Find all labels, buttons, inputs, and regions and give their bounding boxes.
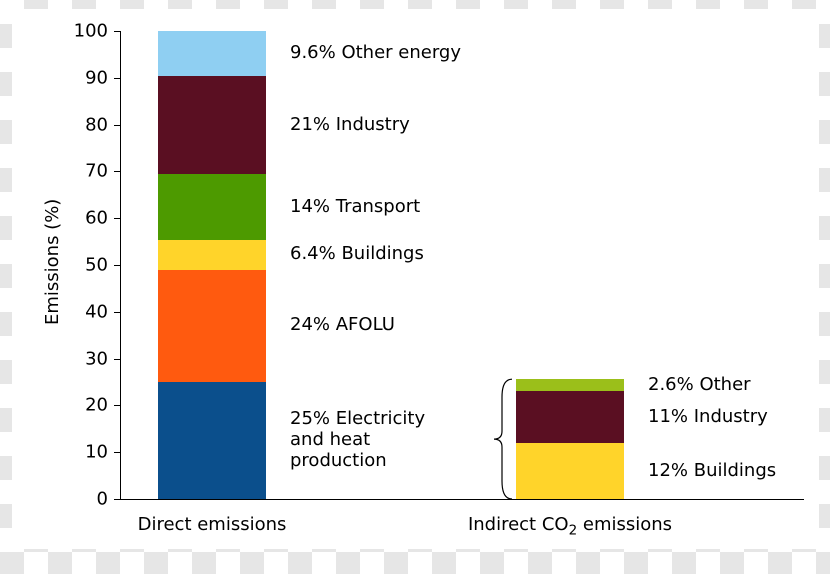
bar-segment-ind-buildings	[516, 443, 624, 499]
segment-label: 11% Industry	[648, 407, 768, 428]
segment-label: 12% Buildings	[648, 461, 776, 482]
bar-segment-ind-other	[516, 379, 624, 391]
bar-segment-ind-industry	[516, 391, 624, 442]
emissions-chart: 0102030405060708090100Emissions (%)Direc…	[12, 9, 819, 549]
plot-area: 0102030405060708090100Emissions (%)Direc…	[12, 9, 819, 549]
segment-label: 2.6% Other	[648, 375, 751, 396]
